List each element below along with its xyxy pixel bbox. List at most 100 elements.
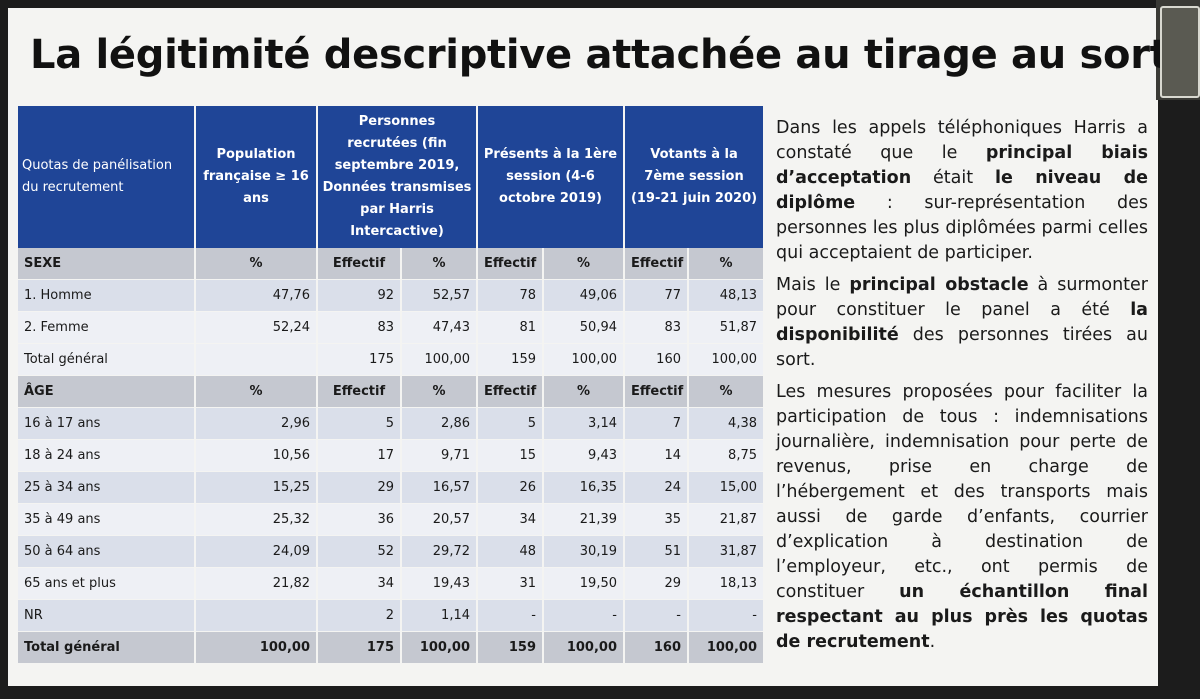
row-label: 1. Homme: [18, 279, 196, 312]
table-cell: 100,00: [543, 343, 625, 376]
row-label: 18 à 24 ans: [18, 439, 196, 472]
table-cell: 16,57: [401, 471, 478, 504]
table-cell: 15: [477, 439, 544, 472]
text-run: à surmonter pour constituer le panel a é…: [776, 275, 1148, 320]
table-cell: 48,13: [688, 279, 765, 312]
row-label: 65 ans et plus: [18, 567, 196, 600]
table-cell: 5: [317, 407, 402, 440]
table-row: 1. Homme 47,76 92 52,57 78 49,06 77 48,13: [18, 279, 765, 312]
emphasis-text: le niveau de diplôme: [776, 168, 1148, 213]
webcam-frame: [1160, 6, 1200, 98]
table-cell: 25,32: [195, 503, 318, 536]
text-run: des personnes tirées au sort.: [776, 325, 1148, 370]
table-cell: 47,76: [195, 279, 318, 312]
table-cell: 100,00: [688, 343, 765, 376]
table-cell: 19,50: [543, 567, 625, 600]
header-quotas: Quotas de panélisation du recrutement: [18, 106, 196, 248]
section-header-sexe: SEXE% Effectif% Effectif% Effectif%: [18, 248, 765, 280]
table-cell: 1,14: [401, 599, 478, 632]
table-cell: 8,75: [688, 439, 765, 472]
table-cell: 26: [477, 471, 544, 504]
emphasis-text: principal obstacle: [849, 275, 1029, 295]
table-cell: 100,00: [543, 631, 625, 664]
header-votants: Votants à la 7ème session (19-21 juin 20…: [624, 106, 765, 248]
quota-table: Quotas de panélisation du recrutement Po…: [18, 106, 765, 664]
text-run: était: [911, 168, 995, 188]
table-cell: Effectif: [624, 375, 689, 408]
table-cell: %: [543, 375, 625, 408]
table-cell: 77: [624, 279, 689, 312]
table-cell: 51,87: [688, 311, 765, 344]
table-cell: 52: [317, 535, 402, 568]
table-cell: 51: [624, 535, 689, 568]
commentary-text: Dans les appels téléphoniques Harris a c…: [776, 116, 1148, 662]
table-cell: -: [688, 599, 765, 632]
table-cell: 52,57: [401, 279, 478, 312]
table-cell: 100,00: [195, 631, 318, 664]
table-body: SEXE% Effectif% Effectif% Effectif% 1. Homme…: [18, 248, 765, 664]
table-cell: 47,43: [401, 311, 478, 344]
table-row: 65 ans et plus 21,82 34 19,43 31 19,50 29 18,13: [18, 567, 765, 600]
table-cell: 78: [477, 279, 544, 312]
table-cell: 31,87: [688, 535, 765, 568]
table-cell: 29: [624, 567, 689, 600]
table-cell: %: [401, 375, 478, 408]
row-label: Total général: [18, 631, 196, 664]
table-cell: 16,35: [543, 471, 625, 504]
row-label: 2. Femme: [18, 311, 196, 344]
row-label: NR: [18, 599, 196, 632]
table-cell: -: [477, 599, 544, 632]
paragraph-biais: Dans les appels téléphoniques Harris a c…: [776, 116, 1148, 266]
table-cell: %: [195, 375, 318, 408]
table-cell: 9,71: [401, 439, 478, 472]
table-cell: -: [543, 599, 625, 632]
table-cell: -: [624, 599, 689, 632]
table-cell: 17: [317, 439, 402, 472]
emphasis-text: un échantillon final respectant au plus …: [776, 582, 1148, 652]
table-cell: 20,57: [401, 503, 478, 536]
table-cell: 50,94: [543, 311, 625, 344]
table-cell: 175: [317, 631, 402, 664]
table-cell: Effectif: [477, 248, 544, 280]
table-cell: 160: [624, 343, 689, 376]
text-run: Dans les appels téléphoniques Harris a c…: [776, 118, 1148, 163]
table-cell: 18,13: [688, 567, 765, 600]
table-cell: [195, 599, 318, 632]
row-label: 25 à 34 ans: [18, 471, 196, 504]
row-label: 50 à 64 ans: [18, 535, 196, 568]
text-run: .: [929, 632, 936, 652]
table-cell: 159: [477, 343, 544, 376]
text-run: Les mesures proposées pour faciliter la …: [776, 382, 1148, 602]
header-presents: Présents à la 1ère session (4-6 octobre …: [477, 106, 625, 248]
table-cell: [195, 343, 318, 376]
table-row: 25 à 34 ans 15,25 29 16,57 26 16,35 24 15,00: [18, 471, 765, 504]
table-cell: %: [195, 248, 318, 280]
table-cell: 2,96: [195, 407, 318, 440]
table-cell: 81: [477, 311, 544, 344]
table-cell: 29: [317, 471, 402, 504]
table-row: 35 à 49 ans 25,32 36 20,57 34 21,39 35 21,87: [18, 503, 765, 536]
table-cell: 2: [317, 599, 402, 632]
row-label: ÂGE: [18, 375, 196, 408]
table-cell: 15,25: [195, 471, 318, 504]
table-cell: 35: [624, 503, 689, 536]
table-cell: 21,39: [543, 503, 625, 536]
paragraph-obstacle: Mais le principal obstacle à surmonter p…: [776, 273, 1148, 373]
table-cell: 100,00: [688, 631, 765, 664]
slide-title: La légitimité descriptive attachée au ti…: [30, 32, 1160, 78]
table-cell: 36: [317, 503, 402, 536]
table-cell: 24,09: [195, 535, 318, 568]
table-cell: 4,38: [688, 407, 765, 440]
table-cell: 21,87: [688, 503, 765, 536]
table-cell: %: [688, 375, 765, 408]
section-header-age: ÂGE% Effectif% Effectif% Effectif%: [18, 375, 765, 408]
table-cell: Effectif: [317, 248, 402, 280]
table-cell: 24: [624, 471, 689, 504]
table-cell: 15,00: [688, 471, 765, 504]
table-cell: 34: [317, 567, 402, 600]
table-cell: 160: [624, 631, 689, 664]
text-run: : sur-représentation des personnes les p…: [776, 193, 1148, 263]
emphasis-text: la disponibilité: [776, 300, 1148, 345]
total-row-age: Total général 100,00 175 100,00 159 100,00 160…: [18, 631, 765, 664]
table-cell: 100,00: [401, 343, 478, 376]
